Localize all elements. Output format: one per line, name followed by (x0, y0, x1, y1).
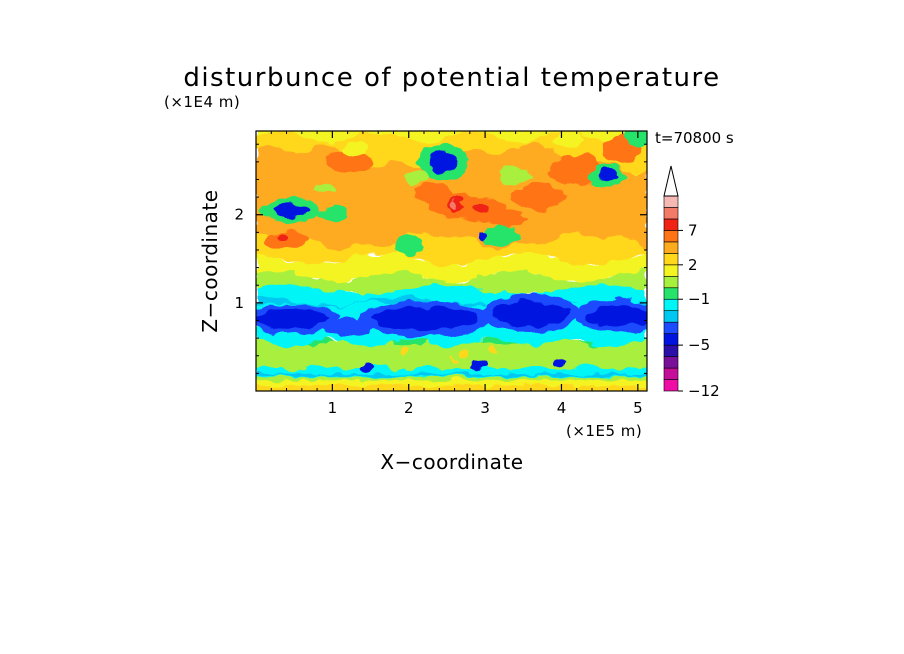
contour-blob (427, 151, 459, 173)
contour-blob (480, 226, 521, 247)
contour-blob (468, 360, 487, 369)
contour-blob (313, 183, 337, 194)
contour-blob (584, 305, 647, 327)
colorbar-swatch (663, 275, 679, 289)
contour-field (256, 131, 647, 391)
contour-blob (393, 235, 424, 256)
contour-blob (412, 183, 451, 202)
contour-blob (622, 131, 647, 146)
time-label: t=70800 s (655, 129, 734, 147)
contour-blob (343, 141, 367, 156)
x-tick-label: 3 (480, 399, 490, 417)
y-tick-label: 1 (234, 294, 244, 312)
colorbar-swatch (663, 195, 679, 208)
y-axis-ticks: 12 (234, 143, 647, 374)
colorbar-tick-label: −12 (688, 382, 720, 400)
colorbar-tick-label: 7 (688, 221, 698, 239)
colorbar-swatch (663, 253, 679, 266)
contour-blob (550, 154, 604, 187)
colorbar-swatch (663, 333, 679, 346)
colorbar-swatch (663, 230, 679, 243)
contour-blob (321, 318, 374, 338)
contour-blob (596, 168, 618, 182)
contour-band (256, 385, 647, 391)
colorbar-swatch (663, 321, 679, 334)
contour-blob (461, 349, 471, 359)
x-tick-label: 5 (633, 399, 643, 417)
y-unit-label: (×1E4 m) (164, 93, 240, 111)
x-unit-label: (×1E5 m) (566, 422, 642, 440)
contour-blob (511, 184, 566, 210)
contour-blob (276, 232, 289, 242)
contour-blob (317, 207, 348, 223)
x-tick-label: 4 (557, 399, 567, 417)
contour-blob (476, 232, 486, 242)
y-axis-label: Z−coordinate (198, 189, 222, 332)
contour-blob (271, 203, 310, 218)
contour-band (256, 380, 647, 387)
y-tick-label: 2 (234, 206, 244, 224)
colorbar-tick-label: −5 (688, 336, 710, 354)
colorbar-extend-arrow (663, 165, 679, 197)
colorbar-swatch (663, 218, 679, 231)
colorbar-swatch (663, 310, 679, 323)
x-axis-label: X−coordinate (380, 450, 523, 474)
contour-blob (450, 200, 459, 208)
colorbar-swatch (663, 287, 679, 300)
colorbar-tick-label: −1 (688, 290, 710, 308)
colorbar-swatch (663, 264, 679, 277)
contour-blob (362, 365, 372, 373)
chart-title: disturbunce of potential temperature (183, 63, 720, 93)
contour-blob (328, 149, 375, 175)
colorbar-swatch (663, 367, 679, 380)
contour-blob (404, 171, 428, 184)
contour-blob (488, 210, 528, 228)
colorbar-swatch (663, 298, 679, 312)
colorbar-tick-label: 2 (688, 256, 698, 274)
contour-blob (553, 132, 585, 147)
contour-band (256, 231, 647, 265)
colorbar: −12−5−127 (663, 165, 720, 400)
contour-blob (451, 356, 458, 364)
contour-blob (256, 309, 329, 329)
colorbar-swatch (663, 207, 679, 220)
x-tick-label: 2 (404, 399, 414, 417)
contour-band (256, 372, 647, 376)
colorbar-swatch (663, 344, 679, 357)
contour-blob (401, 348, 409, 356)
contour-blob (555, 359, 568, 367)
contour-blob (498, 166, 533, 184)
x-axis-ticks: 1 2 3 4 5 (270, 131, 643, 417)
plot-frame (255, 130, 648, 392)
colorbar-swatch (663, 356, 679, 369)
colorbar-swatch (663, 379, 679, 392)
contour-blob (370, 307, 478, 331)
contour-blob (492, 301, 570, 326)
colorbar-swatch (663, 241, 679, 254)
contour-band (256, 131, 647, 143)
contour-blob (473, 202, 489, 213)
x-tick-label: 1 (328, 399, 338, 417)
contour-blob (488, 346, 497, 355)
